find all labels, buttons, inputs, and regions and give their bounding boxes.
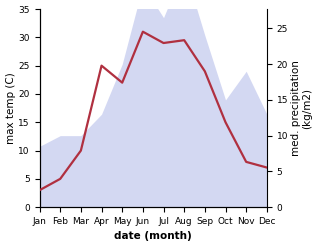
Y-axis label: med. precipitation
(kg/m2): med. precipitation (kg/m2) <box>291 60 313 156</box>
Y-axis label: max temp (C): max temp (C) <box>5 72 16 144</box>
X-axis label: date (month): date (month) <box>114 231 192 242</box>
